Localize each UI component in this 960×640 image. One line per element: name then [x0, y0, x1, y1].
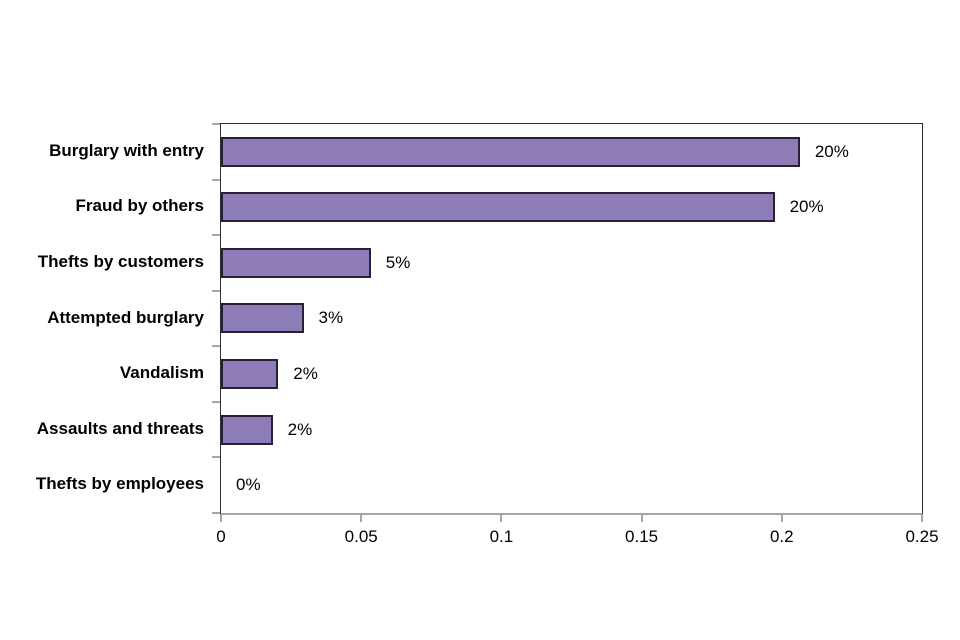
bar	[221, 359, 279, 390]
x-axis-tick-label: 0	[216, 527, 226, 546]
y-axis-tick	[212, 234, 220, 237]
category-label: Thefts by customers	[37, 251, 204, 271]
x-axis-tick-label: 0.2	[769, 527, 794, 546]
x-axis-tick-label: 0.25	[905, 527, 939, 546]
category-axis: Burglary with entry Fraud by others Thefts…	[0, 123, 204, 512]
value-label: 20%	[814, 141, 849, 161]
value-label: 2%	[287, 419, 313, 439]
bar	[221, 192, 775, 223]
y-axis-tick	[212, 456, 220, 459]
x-axis-tick	[921, 515, 923, 522]
y-axis-tick	[212, 400, 220, 403]
value-label: 5%	[385, 252, 411, 272]
y-axis-tick	[212, 345, 220, 348]
chart-row: 20%	[221, 124, 922, 180]
value-label: 3%	[318, 308, 344, 328]
category-label: Vandalism	[119, 363, 204, 383]
y-axis-tick	[212, 289, 220, 292]
y-axis-tick	[212, 178, 220, 181]
y-axis-tick	[212, 123, 220, 125]
rows: 20% 20% 5% 3% 2% 2% 0%	[212, 123, 922, 514]
x-axis-tick-label: 0.1	[489, 527, 514, 546]
x-axis-tick	[360, 515, 363, 522]
category-label: Thefts by employees	[35, 474, 204, 494]
value-label: 0%	[236, 475, 261, 495]
x-axis-tick	[500, 515, 503, 522]
category-label: Burglary with entry	[49, 140, 204, 160]
x-axis-tick	[780, 515, 783, 522]
x-axis-tick-label: 0.05	[344, 527, 378, 546]
chart-row: 0%	[221, 457, 922, 513]
bar	[221, 136, 800, 167]
category-label: Fraud by others	[75, 196, 204, 216]
y-axis-tick	[212, 512, 220, 514]
bar	[221, 414, 273, 445]
x-axis-tick	[640, 515, 643, 522]
x-axis-tick	[220, 515, 222, 522]
chart-row: 20%	[221, 180, 922, 236]
chart-row: 3%	[221, 291, 922, 347]
value-label: 2%	[293, 364, 318, 384]
x-axis-tick-label: 0.15	[625, 527, 659, 546]
category-label: Assaults and threats	[36, 418, 204, 438]
value-label: 20%	[789, 197, 824, 217]
plot-area: 20% 20% 5% 3% 2% 2% 0% 0 0.05 0.1 0.15 0.2 0.25	[212, 123, 939, 546]
chart-row: 2%	[221, 402, 922, 458]
chart-row: 5%	[221, 235, 922, 291]
bar	[221, 247, 371, 278]
category-label: Attempted burglary	[47, 307, 204, 327]
chart-row: 2%	[221, 346, 922, 402]
bar	[221, 303, 304, 334]
